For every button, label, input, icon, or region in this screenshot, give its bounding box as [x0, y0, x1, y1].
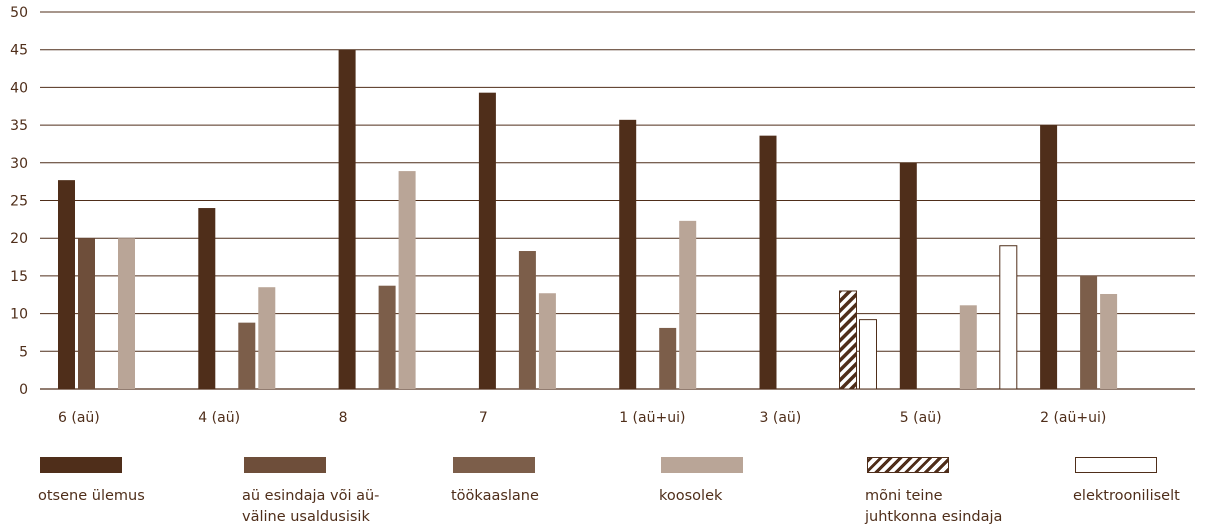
y-tick-label: 30 — [10, 156, 28, 172]
bar — [478, 92, 496, 389]
bars — [58, 49, 1118, 390]
x-tick-label: 5 (aü) — [900, 410, 942, 426]
legend-swatch — [867, 457, 949, 473]
x-tick-label: 2 (aü+ui) — [1040, 410, 1106, 426]
bar — [338, 49, 356, 389]
x-tick-label: 7 — [479, 410, 488, 426]
legend-item: otsene ülemus — [38, 457, 145, 504]
legend-item: aü esindaja või aü-väline usaldusisik — [242, 457, 379, 525]
y-tick-label: 45 — [10, 43, 28, 59]
legend-label: otsene ülemus — [38, 486, 145, 507]
legend-swatch — [661, 457, 743, 473]
bar — [538, 293, 556, 389]
legend-label-line: otsene ülemus — [38, 488, 145, 504]
legend-swatch — [453, 457, 535, 473]
y-axis-ticks: 0 5 10 15 20 25 30 35 40 45 50 — [10, 5, 28, 398]
bar — [1080, 275, 1098, 389]
bar — [899, 162, 917, 389]
bar — [238, 322, 256, 389]
bar — [619, 119, 637, 390]
x-tick-label: 1 (aü+ui) — [619, 410, 685, 426]
bar — [859, 319, 877, 390]
bar — [398, 171, 416, 389]
y-tick-label: 15 — [10, 269, 28, 285]
bar — [839, 290, 857, 390]
x-tick-label: 8 — [339, 410, 348, 426]
legend-label-line: väline usaldusisik — [242, 509, 370, 525]
x-tick-label: 4 (aü) — [198, 410, 240, 426]
legend-swatch — [1075, 457, 1157, 473]
legend-label: koosolek — [659, 486, 722, 507]
legend-item: mõni teine juhtkonna esindaja — [865, 457, 1002, 525]
legend-item: töökaaslane — [451, 457, 539, 504]
legend-label-line: mõni teine — [865, 488, 943, 504]
x-tick-label: 3 (aü) — [760, 410, 802, 426]
y-tick-label: 20 — [10, 231, 28, 247]
bar — [378, 285, 396, 389]
bar — [999, 245, 1018, 390]
y-tick-label: 25 — [10, 194, 28, 210]
bar — [58, 180, 75, 389]
legend-label-line: elektrooniliselt — [1073, 488, 1180, 504]
legend-label: mõni teine juhtkonna esindaja — [865, 486, 1002, 528]
bar — [198, 208, 216, 389]
legend-item: elektrooniliselt — [1073, 457, 1180, 504]
y-tick-label: 10 — [10, 307, 28, 323]
bar — [1040, 125, 1058, 389]
y-tick-label: 5 — [19, 344, 28, 360]
legend-label-line: juhtkonna esindaja — [865, 509, 1003, 525]
bar — [1100, 293, 1118, 389]
bar — [679, 220, 697, 389]
gridlines — [40, 11, 1195, 390]
y-tick-label: 50 — [10, 5, 28, 21]
legend-swatch — [40, 457, 122, 473]
y-tick-label: 35 — [10, 118, 28, 134]
bar — [759, 135, 777, 389]
bar — [258, 287, 276, 389]
x-tick-label: 6 (aü) — [58, 410, 100, 426]
legend-label-line: aü esindaja või aü- — [242, 488, 380, 504]
legend-item: koosolek — [659, 457, 743, 504]
bar — [118, 238, 135, 389]
legend-swatch — [244, 457, 326, 473]
x-axis-ticks: 6 (aü) 4 (aü) 8 7 1 (aü+ui) 3 (aü) 5 (aü) 2 (aü… — [58, 410, 1106, 426]
y-tick-label: 0 — [19, 382, 28, 398]
legend-label-line: koosolek — [659, 488, 723, 504]
bar — [659, 327, 677, 389]
legend-label: aü esindaja või aü-väline usaldusisik — [242, 486, 379, 528]
legend-label: elektrooniliselt — [1073, 486, 1180, 507]
y-tick-label: 40 — [10, 80, 28, 96]
bar — [78, 238, 95, 389]
bar — [518, 251, 536, 389]
legend-label-line: töökaaslane — [451, 488, 539, 504]
legend-label: töökaaslane — [451, 486, 539, 507]
bar — [959, 305, 977, 389]
